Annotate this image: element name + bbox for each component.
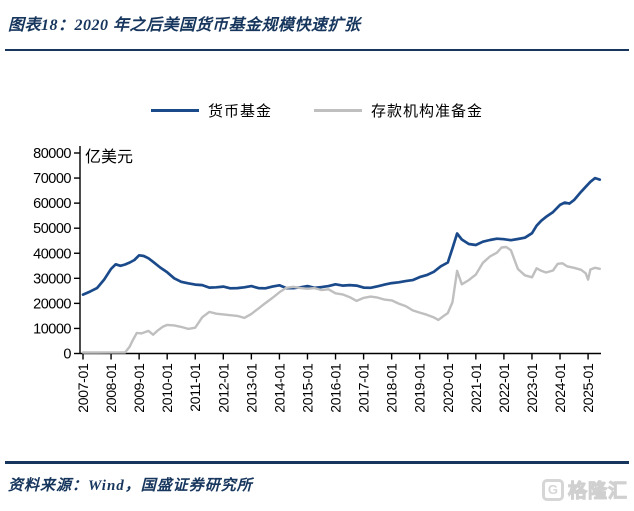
x-tick-label: 2016-01: [328, 363, 344, 413]
x-tick-label: 2015-01: [299, 363, 315, 413]
legend-label-reserves: 存款机构准备金: [371, 104, 484, 120]
footer-divider-line: [5, 461, 629, 464]
legend-item-money-fund: 货币基金: [150, 100, 272, 121]
x-tick-label: 2022-01: [496, 363, 512, 413]
source-note: 资料来源：Wind，国盛证券研究所: [8, 478, 253, 494]
y-tick-label: 20000: [33, 296, 71, 312]
title-divider-line: [5, 49, 629, 51]
gelonghui-watermark: G 格隆汇: [541, 476, 628, 503]
y-tick-label: 0: [63, 347, 71, 363]
x-tick-label: 2009-01: [131, 363, 147, 413]
y-tick-label: 60000: [33, 196, 71, 212]
gelonghui-logo-text: 格隆汇: [567, 481, 628, 503]
y-tick-label: 40000: [33, 246, 71, 262]
y-axis-unit-label: 亿美元: [85, 148, 133, 166]
y-tick-label: 10000: [33, 321, 71, 337]
y-tick-label: 80000: [33, 146, 71, 162]
x-tick-label: 2011-01: [187, 363, 203, 412]
legend-item-reserves: 存款机构准备金: [314, 100, 483, 121]
x-tick-label: 2024-01: [552, 363, 568, 413]
x-tick-label: 2025-01: [580, 363, 596, 413]
money-fund-series-line: [81, 176, 602, 296]
y-tick-label: 50000: [33, 221, 71, 237]
x-tick-label: 2021-01: [468, 363, 484, 413]
x-tick-label: 2020-01: [440, 363, 456, 413]
line-chart: 0 10000 20000 30000 40000 50000 60000 70000 8000…: [33, 146, 602, 413]
x-tick-label: 2007-01: [75, 363, 91, 413]
y-tick-label: 70000: [33, 171, 71, 187]
reserves-line-swatch: [314, 109, 362, 112]
x-tick-label: 2012-01: [215, 363, 231, 413]
reserves-series-line: [81, 245, 601, 354]
x-tick-label: 2014-01: [271, 363, 287, 413]
money-fund-line-swatch: [150, 109, 199, 112]
x-tick-label: 2018-01: [384, 363, 400, 413]
x-tick-label: 2013-01: [243, 363, 259, 413]
gelonghui-logo-icon: G: [541, 478, 564, 501]
x-tick-label: 2019-01: [412, 363, 428, 413]
legend-label-money-fund: 货币基金: [207, 104, 272, 120]
x-tick-label: 2017-01: [356, 363, 372, 413]
x-tick-label: 2008-01: [103, 363, 119, 413]
x-tick-label: 2023-01: [524, 363, 540, 413]
x-tick-label: 2010-01: [159, 363, 175, 413]
figure-title: 图表18：2020 年之后美国货币基金规模快速扩张: [8, 17, 361, 34]
y-tick-label: 30000: [33, 271, 71, 287]
chart-legend: 货币基金 存款机构准备金: [0, 100, 634, 121]
